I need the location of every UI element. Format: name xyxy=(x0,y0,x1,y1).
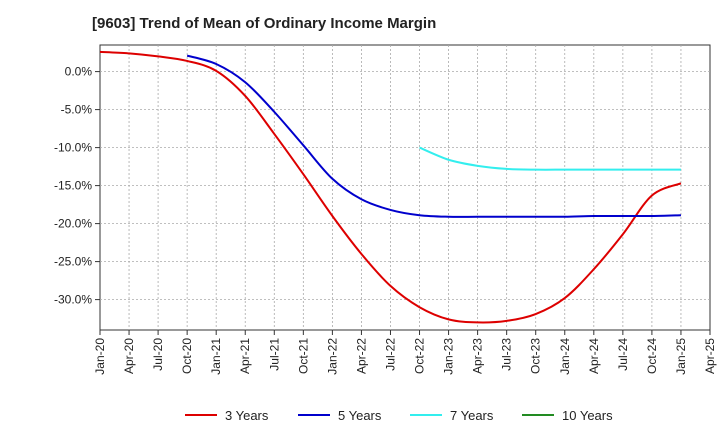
y-tick-label: -25.0% xyxy=(54,255,92,269)
legend-label: 7 Years xyxy=(450,408,494,423)
x-tick-label: Jul-21 xyxy=(267,338,281,371)
x-tick-label: Oct-20 xyxy=(180,338,194,374)
x-tick-label: Jan-22 xyxy=(325,338,339,375)
plot-area xyxy=(99,44,711,331)
x-tick-label: Oct-22 xyxy=(413,338,427,374)
y-tick-label: -5.0% xyxy=(61,103,93,117)
x-tick-label: Jul-23 xyxy=(500,338,514,371)
x-tick-label: Jul-24 xyxy=(616,338,630,371)
y-axis: 0.0% -5.0% -10.0% -15.0% -20.0% -25.0% -30.0% xyxy=(54,65,100,307)
x-tick-label: Jan-20 xyxy=(93,338,107,375)
x-tick-label: Oct-21 xyxy=(296,338,310,374)
x-tick-label: Apr-20 xyxy=(122,338,136,374)
x-tick-label: Jan-25 xyxy=(674,338,688,375)
series-line xyxy=(99,50,682,324)
x-tick-label: Oct-24 xyxy=(645,338,659,374)
x-tick-label: Jul-20 xyxy=(151,338,165,371)
x-axis: Jan-20 Apr-20 Jul-20 Oct-20 Jan-21 Apr-21 Jul-… xyxy=(93,330,717,375)
chart-title: [9603] Trend of Mean of Ordinary Income … xyxy=(92,15,437,32)
series-line xyxy=(419,146,681,171)
x-tick-label: Apr-24 xyxy=(587,338,601,374)
legend-label: 3 Years xyxy=(225,408,269,423)
x-tick-label: Apr-23 xyxy=(471,338,485,374)
series-lines xyxy=(99,50,682,324)
x-tick-label: Oct-23 xyxy=(529,338,543,374)
y-tick-label: 0.0% xyxy=(65,65,93,79)
legend-label: 10 Years xyxy=(562,408,613,423)
grid xyxy=(100,45,710,330)
legend: 3 Years 5 Years 7 Years 10 Years xyxy=(185,408,613,423)
x-tick-label: Jan-24 xyxy=(558,338,572,375)
x-tick-label: Apr-25 xyxy=(703,338,717,374)
y-tick-label: -10.0% xyxy=(54,141,92,155)
x-tick-label: Jul-22 xyxy=(383,338,397,371)
y-tick-label: -15.0% xyxy=(54,179,92,193)
x-tick-label: Apr-21 xyxy=(238,338,252,374)
x-tick-label: Jan-21 xyxy=(209,338,223,375)
x-tick-label: Jan-23 xyxy=(442,338,456,375)
series-line xyxy=(186,54,681,218)
y-tick-label: -30.0% xyxy=(54,293,92,307)
x-tick-label: Apr-22 xyxy=(354,338,368,374)
legend-label: 5 Years xyxy=(338,408,382,423)
y-tick-label: -20.0% xyxy=(54,217,92,231)
